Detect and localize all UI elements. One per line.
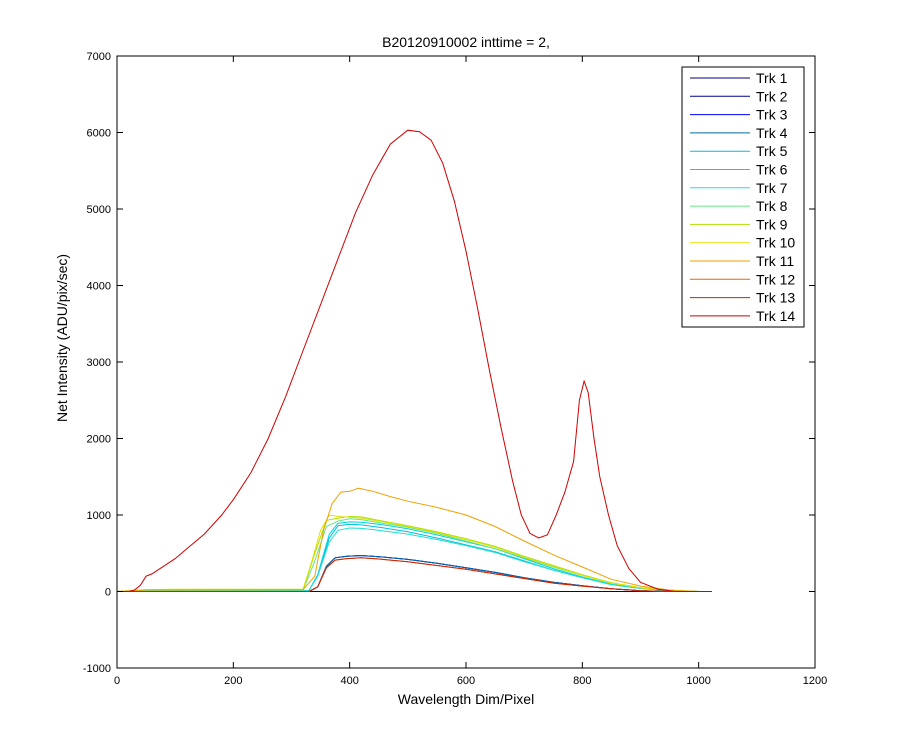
x-tick-label: 400 xyxy=(340,675,358,687)
y-tick-label: 2000 xyxy=(87,434,111,446)
y-tick-label: 3000 xyxy=(87,357,111,369)
y-tick-label: 4000 xyxy=(87,281,111,293)
x-tick-label: 200 xyxy=(224,675,242,687)
legend-label-7: Trk 7 xyxy=(756,180,788,196)
legend-label-3: Trk 3 xyxy=(756,107,788,123)
series-line-13 xyxy=(117,557,712,592)
y-tick-label: -1000 xyxy=(83,663,111,675)
tick-layer: 0 200 400 600 800 1000 1200-100001000200030004… xyxy=(83,51,827,687)
y-tick-label: 6000 xyxy=(87,128,111,140)
series-line-11 xyxy=(116,487,712,592)
series-layer xyxy=(116,129,712,592)
y-tick-label: 7000 xyxy=(87,51,111,63)
legend-label-12: Trk 12 xyxy=(756,271,795,287)
legend-label-4: Trk 4 xyxy=(756,125,788,141)
chart-title: B20120910002 inttime = 2, xyxy=(382,34,550,50)
y-tick-label: 5000 xyxy=(87,204,111,216)
legend-label-10: Trk 10 xyxy=(756,235,795,251)
series-line-7 xyxy=(116,527,712,592)
legend-label-9: Trk 9 xyxy=(756,216,788,232)
legend-label-14: Trk 14 xyxy=(756,308,795,324)
series-line-14 xyxy=(117,129,712,592)
y-tick-label: 1000 xyxy=(87,510,111,522)
legend-label-13: Trk 13 xyxy=(756,290,795,306)
x-axis-title: Wavelength Dim/Pixel xyxy=(398,691,534,707)
x-tick-label: 800 xyxy=(573,675,591,687)
series-line-10 xyxy=(116,514,712,592)
x-tick-label: 1200 xyxy=(803,675,827,687)
legend-label-1: Trk 1 xyxy=(756,70,788,86)
y-tick-label: 0 xyxy=(105,587,111,599)
legend[interactable]: Trk 1 Trk 2 Trk 3 Trk 4 Trk 5 Trk 6 Trk 7 Trk 8… xyxy=(681,66,805,328)
legend-label-5: Trk 5 xyxy=(756,143,788,159)
legend-label-11: Trk 11 xyxy=(756,253,794,269)
x-tick-label: 0 xyxy=(114,675,120,687)
legend-label-2: Trk 2 xyxy=(756,88,788,104)
legend-entries: Trk 1 Trk 2 Trk 3 Trk 4 Trk 5 Trk 6 Trk 7 Trk 8… xyxy=(690,70,795,324)
x-tick-label: 1000 xyxy=(686,675,710,687)
legend-label-8: Trk 8 xyxy=(756,198,788,214)
y-axis-title: Net Intensity (ADU/pix/sec) xyxy=(54,254,70,422)
legend-label-6: Trk 6 xyxy=(756,162,788,178)
legend-box xyxy=(681,66,805,328)
x-tick-label: 600 xyxy=(457,675,475,687)
